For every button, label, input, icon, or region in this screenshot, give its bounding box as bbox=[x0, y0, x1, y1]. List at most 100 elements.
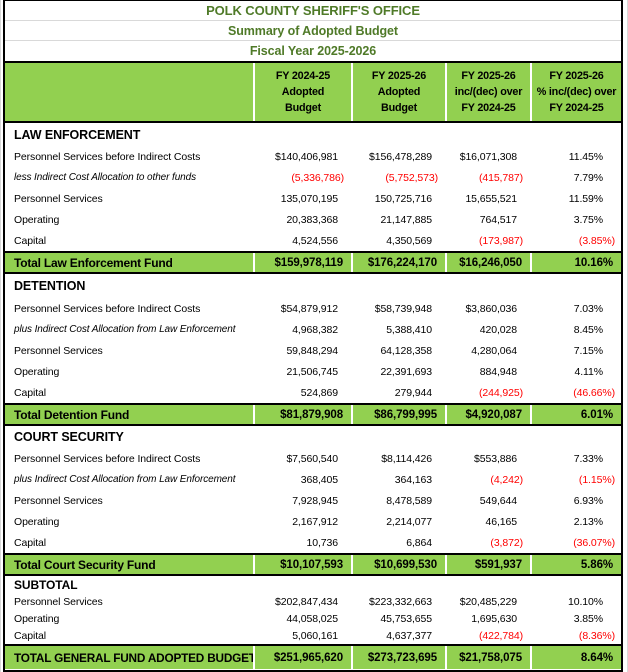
fy2425-value: 135,070,195 bbox=[280, 192, 338, 205]
inc-dec-value: 1,695,630 bbox=[471, 612, 517, 625]
page-subtitle: Summary of Adopted Budget bbox=[5, 21, 621, 41]
row-label: Personnel Services bbox=[14, 192, 103, 205]
row-label: Personnel Services bbox=[14, 595, 103, 608]
pct-inc-dec-value: 3.75% bbox=[573, 213, 603, 226]
pct-inc-dec-value: (46.66%) bbox=[573, 386, 615, 399]
fy2425-total: $81,879,908 bbox=[253, 405, 351, 424]
inc-dec-value: $553,886 bbox=[474, 452, 517, 465]
fy2526-value: 6,864 bbox=[406, 536, 432, 549]
pct-inc-dec-total: 5.86% bbox=[530, 555, 621, 574]
fy2526-value: 45,753,655 bbox=[380, 612, 432, 625]
fy2425-value: 59,848,294 bbox=[286, 344, 338, 357]
table-row: Operating 20,383,368 21,147,885 764,517 … bbox=[5, 209, 621, 230]
fy2425-value: 4,968,382 bbox=[292, 323, 338, 336]
pct-inc-dec-value: (8.36%) bbox=[578, 629, 615, 642]
total-row-law-enforcement: Total Law Enforcement Fund $159,978,119 … bbox=[5, 251, 621, 274]
inc-dec-value: (173,987) bbox=[478, 234, 523, 247]
row-label: Operating bbox=[14, 213, 60, 226]
row-label-column-header bbox=[5, 63, 253, 121]
total-label: Total Detention Fund bbox=[14, 407, 130, 422]
pct-inc-dec-value: 11.45% bbox=[568, 150, 603, 163]
pct-inc-dec-value: 8.45% bbox=[573, 323, 603, 336]
row-label: Personnel Services before Indirect Costs bbox=[14, 302, 201, 315]
fy2526-value: 364,163 bbox=[394, 473, 432, 486]
table-row: Personnel Services before Indirect Costs… bbox=[5, 146, 621, 167]
inc-dec-value: $20,485,229 bbox=[459, 595, 517, 608]
table-row: Personnel Services $202,847,434 $223,332… bbox=[5, 593, 621, 610]
section-detention: DETENTION Personnel Services before Indi… bbox=[5, 274, 621, 426]
fy2526-value: $156,478,289 bbox=[368, 150, 432, 163]
inc-dec-value: 884,948 bbox=[479, 365, 517, 378]
pct-inc-dec-value: (3.85%) bbox=[578, 234, 615, 247]
row-label: Personnel Services before Indirect Costs bbox=[14, 452, 201, 465]
table-row: Operating 2,167,912 2,214,077 46,165 2.1… bbox=[5, 511, 621, 532]
fiscal-year-label: Fiscal Year 2025-2026 bbox=[249, 44, 377, 58]
inc-dec-value: 420,028 bbox=[479, 323, 517, 336]
pct-inc-dec-value: 11.59% bbox=[568, 192, 603, 205]
inc-dec-value: (4,242) bbox=[490, 473, 523, 486]
row-label: Capital bbox=[14, 536, 46, 549]
row-label: Operating bbox=[14, 612, 60, 625]
total-label: TOTAL GENERAL FUND ADOPTED BUDGET bbox=[14, 650, 253, 665]
fy2425-value: $202,847,434 bbox=[274, 595, 338, 608]
fy2526-value: 21,147,885 bbox=[380, 213, 432, 226]
fy2526-value: $8,114,426 bbox=[381, 452, 432, 465]
table-row: plus Indirect Cost Allocation from Law E… bbox=[5, 319, 621, 340]
fy2425-value: 44,058,025 bbox=[286, 612, 338, 625]
column-header-row: FY 2024-25 Adopted Budget FY 2025-26 Ado… bbox=[5, 61, 621, 123]
row-label: Capital bbox=[14, 234, 46, 247]
fy2526-value: $58,739,948 bbox=[374, 302, 432, 315]
table-row: Personnel Services 7,928,945 8,478,589 5… bbox=[5, 490, 621, 511]
inc-dec-value: (422,784) bbox=[478, 629, 523, 642]
fy2526-total: $10,699,530 bbox=[351, 555, 445, 574]
table-row: Capital 4,524,556 4,350,569 (173,987) (3… bbox=[5, 230, 621, 251]
inc-dec-value: 15,655,521 bbox=[465, 192, 517, 205]
pct-inc-dec-total: 6.01% bbox=[530, 405, 621, 424]
row-label: Operating bbox=[14, 365, 60, 378]
pct-inc-dec-value: 7.03% bbox=[573, 302, 603, 315]
table-row: Capital 5,060,161 4,637,377 (422,784) (8… bbox=[5, 627, 621, 644]
pct-inc-dec-value: (1.15%) bbox=[578, 473, 615, 486]
pct-inc-dec-total: 8.64% bbox=[530, 646, 621, 669]
fy2425-value: 4,524,556 bbox=[292, 234, 338, 247]
total-row-court-security: Total Court Security Fund $10,107,593 $1… bbox=[5, 553, 621, 576]
row-label: Operating bbox=[14, 515, 60, 528]
inc-dec-value: $16,071,308 bbox=[459, 150, 517, 163]
inc-dec-value: 764,517 bbox=[479, 213, 517, 226]
fy2425-value: 20,383,368 bbox=[286, 213, 338, 226]
fy2425-value: (5,336,786) bbox=[291, 171, 344, 184]
table-row: Capital 524,869 279,944 (244,925) (46.66… bbox=[5, 382, 621, 403]
fy2526-value: 5,388,410 bbox=[386, 323, 432, 336]
fy2526-total: $273,723,695 bbox=[351, 646, 445, 669]
total-label: Total Law Enforcement Fund bbox=[14, 255, 173, 270]
pct-inc-dec-value: 6.93% bbox=[573, 494, 603, 507]
table-row: Personnel Services 59,848,294 64,128,358… bbox=[5, 340, 621, 361]
total-label: Total Court Security Fund bbox=[14, 557, 156, 572]
inc-dec-value: (3,872) bbox=[490, 536, 523, 549]
section-subtotal: SUBTOTAL Personnel Services $202,847,434… bbox=[5, 576, 621, 669]
inc-dec-total: $21,758,075 bbox=[445, 646, 530, 669]
inc-dec-value: (244,925) bbox=[478, 386, 523, 399]
pct-inc-dec-total: 10.16% bbox=[530, 253, 621, 272]
inc-dec-value: 549,644 bbox=[479, 494, 517, 507]
section-title: DETENTION bbox=[14, 279, 86, 293]
row-label: Capital bbox=[14, 629, 46, 642]
section-law-enforcement: LAW ENFORCEMENT Personnel Services befor… bbox=[5, 123, 621, 274]
fy2526-value: 2,214,077 bbox=[386, 515, 432, 528]
col-header-fy2425-adopted: FY 2024-25 Adopted Budget bbox=[253, 63, 351, 121]
fy2425-value: $140,406,981 bbox=[274, 150, 338, 163]
pct-inc-dec-value: 7.33% bbox=[573, 452, 603, 465]
inc-dec-value: 4,280,064 bbox=[471, 344, 517, 357]
table-row: plus Indirect Cost Allocation from Law E… bbox=[5, 469, 621, 490]
row-label: Personnel Services bbox=[14, 344, 103, 357]
fy2526-value: 22,391,693 bbox=[380, 365, 432, 378]
fy2526-value: $223,332,663 bbox=[368, 595, 432, 608]
pct-inc-dec-value: 7.79% bbox=[573, 171, 603, 184]
pct-inc-dec-value: 10.10% bbox=[567, 595, 603, 608]
page-title: POLK COUNTY SHERIFF'S OFFICE bbox=[5, 1, 621, 21]
inc-dec-value: $3,860,036 bbox=[465, 302, 517, 315]
pct-inc-dec-value: 3.85% bbox=[573, 612, 603, 625]
fy2526-value: (5,752,573) bbox=[385, 171, 438, 184]
total-row-detention: Total Detention Fund $81,879,908 $86,799… bbox=[5, 403, 621, 426]
